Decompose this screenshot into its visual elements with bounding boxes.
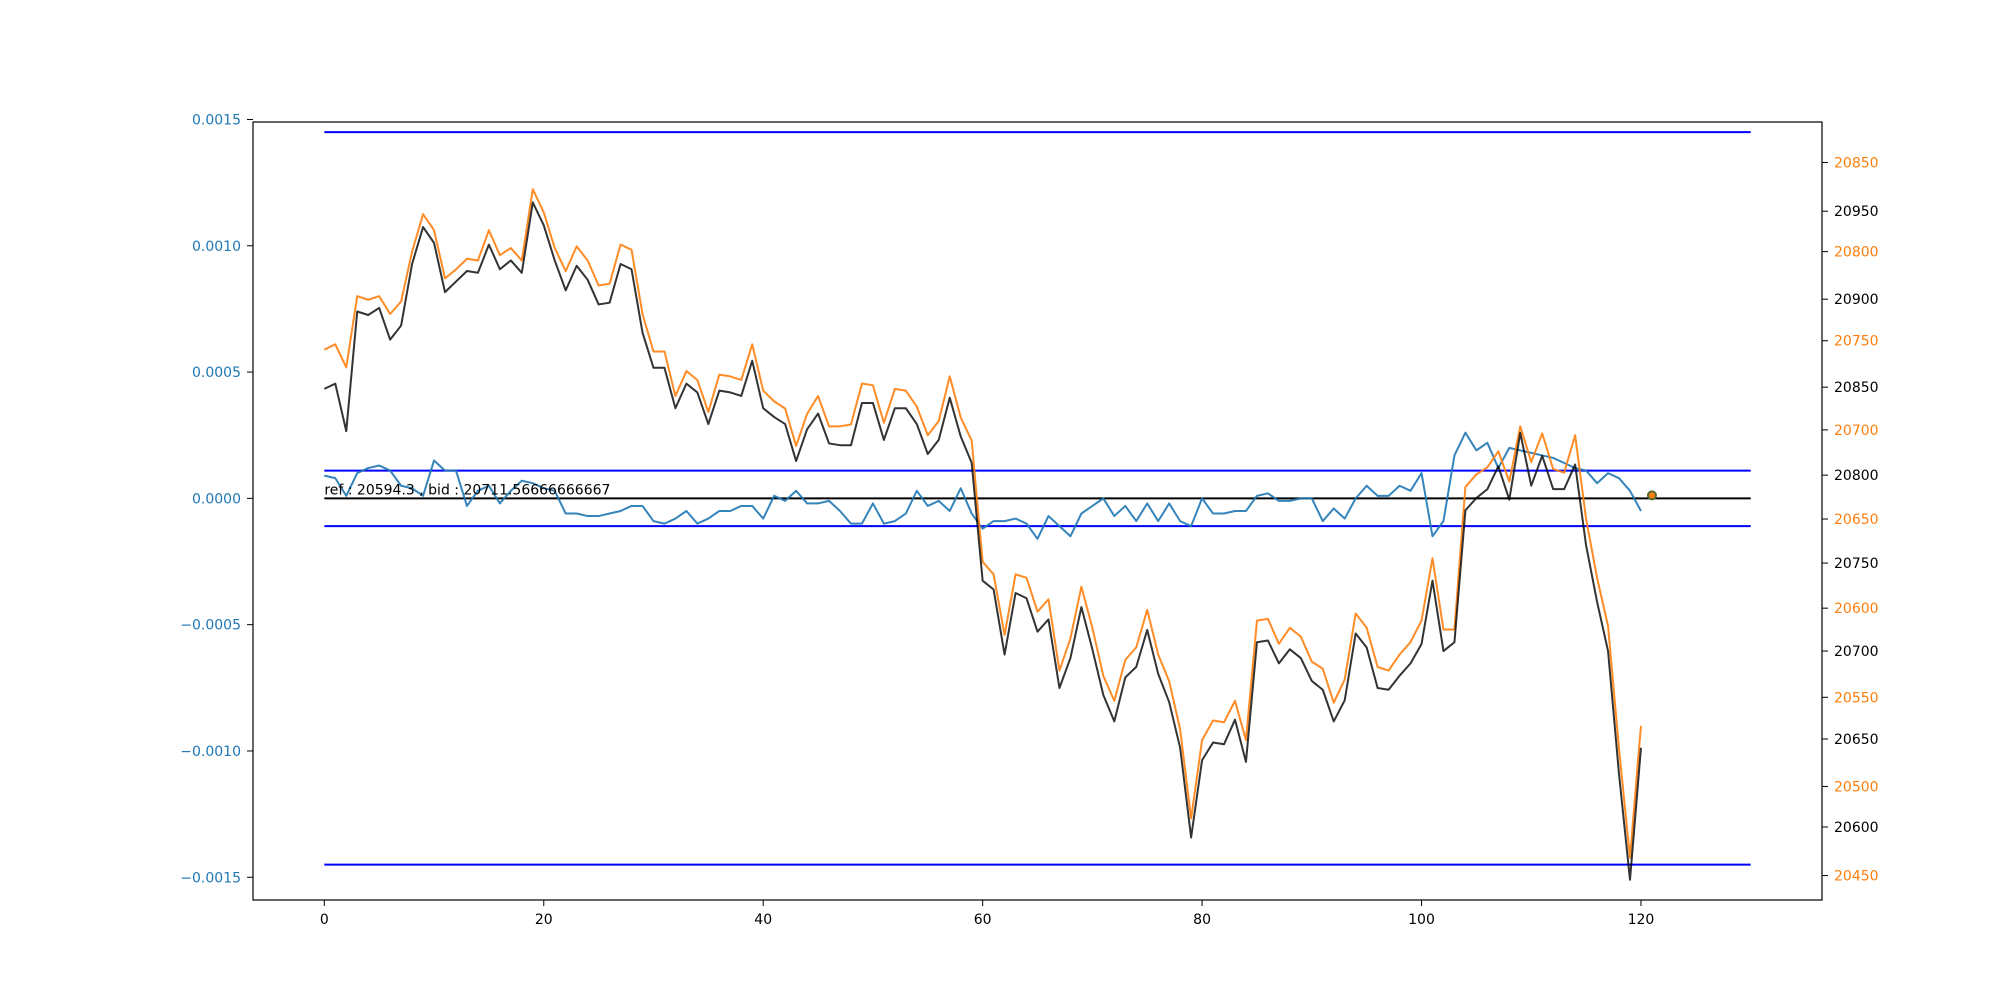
x-tick-label: 80 (1193, 912, 1211, 928)
right-orange-tick-label: 20600 (1834, 601, 1879, 617)
right-black-axis-ticks: 20600 20650 20700 20750 20800 20850 20900 20950 (1822, 204, 1879, 836)
right-orange-axis-ticks: 20450 20500 20550 20600 20650 20700 20750 20800… (1822, 155, 1879, 885)
right-black-tick-label: 20900 (1834, 292, 1879, 308)
x-tick-label: 20 (535, 912, 553, 928)
right-black-tick-label: 20600 (1834, 820, 1879, 836)
left-tick-label: 0.0005 (192, 365, 241, 381)
left-tick-label: −0.0010 (180, 744, 241, 760)
series-line-left (324, 431, 1642, 540)
left-tick-label: 0.0010 (192, 239, 241, 255)
right-orange-tick-label: 20450 (1834, 869, 1879, 885)
x-tick-label: 120 (1628, 912, 1655, 928)
right-black-tick-label: 20950 (1834, 204, 1879, 220)
x-axis-ticks: 0 20 40 60 80 100 120 (320, 900, 1654, 928)
left-tick-label: 0.0000 (192, 491, 241, 507)
x-tick-label: 60 (974, 912, 992, 928)
right-orange-tick-label: 20500 (1834, 779, 1879, 795)
x-tick-label: 0 (320, 912, 329, 928)
x-tick-label: 40 (754, 912, 772, 928)
series-group (323, 188, 1642, 881)
right-orange-tick-label: 20750 (1834, 334, 1879, 350)
left-tick-label: −0.0005 (180, 618, 241, 634)
hlines-group (324, 131, 1751, 866)
plot-frame (252, 121, 1823, 901)
left-tick-label: −0.0015 (180, 870, 241, 886)
right-orange-tick-label: 20650 (1834, 512, 1879, 528)
right-black-tick-label: 20650 (1834, 732, 1879, 748)
right-black-tick-label: 20750 (1834, 556, 1879, 572)
marker-group (1646, 490, 1657, 501)
right-orange-tick-label: 20550 (1834, 690, 1879, 706)
annotation-text: ref : 20594.3 , bid : 20711.56666666667 (324, 482, 610, 498)
right-black-tick-label: 20700 (1834, 644, 1879, 660)
right-black-tick-label: 20800 (1834, 468, 1879, 484)
right-orange-tick-label: 20700 (1834, 423, 1879, 439)
right-orange-tick-label: 20800 (1834, 245, 1879, 261)
left-tick-label: 0.0015 (192, 112, 241, 128)
right-orange-tick-label: 20850 (1834, 155, 1879, 171)
x-tick-label: 100 (1408, 912, 1435, 928)
series-line-right_orange (323, 188, 1642, 859)
right-black-tick-label: 20850 (1834, 380, 1879, 396)
left-axis-ticks: −0.0015 −0.0010 −0.0005 0.0000 0.0005 0.0010 0… (180, 112, 253, 886)
bid-marker (1646, 490, 1657, 501)
series-line-right_black (323, 201, 1642, 881)
